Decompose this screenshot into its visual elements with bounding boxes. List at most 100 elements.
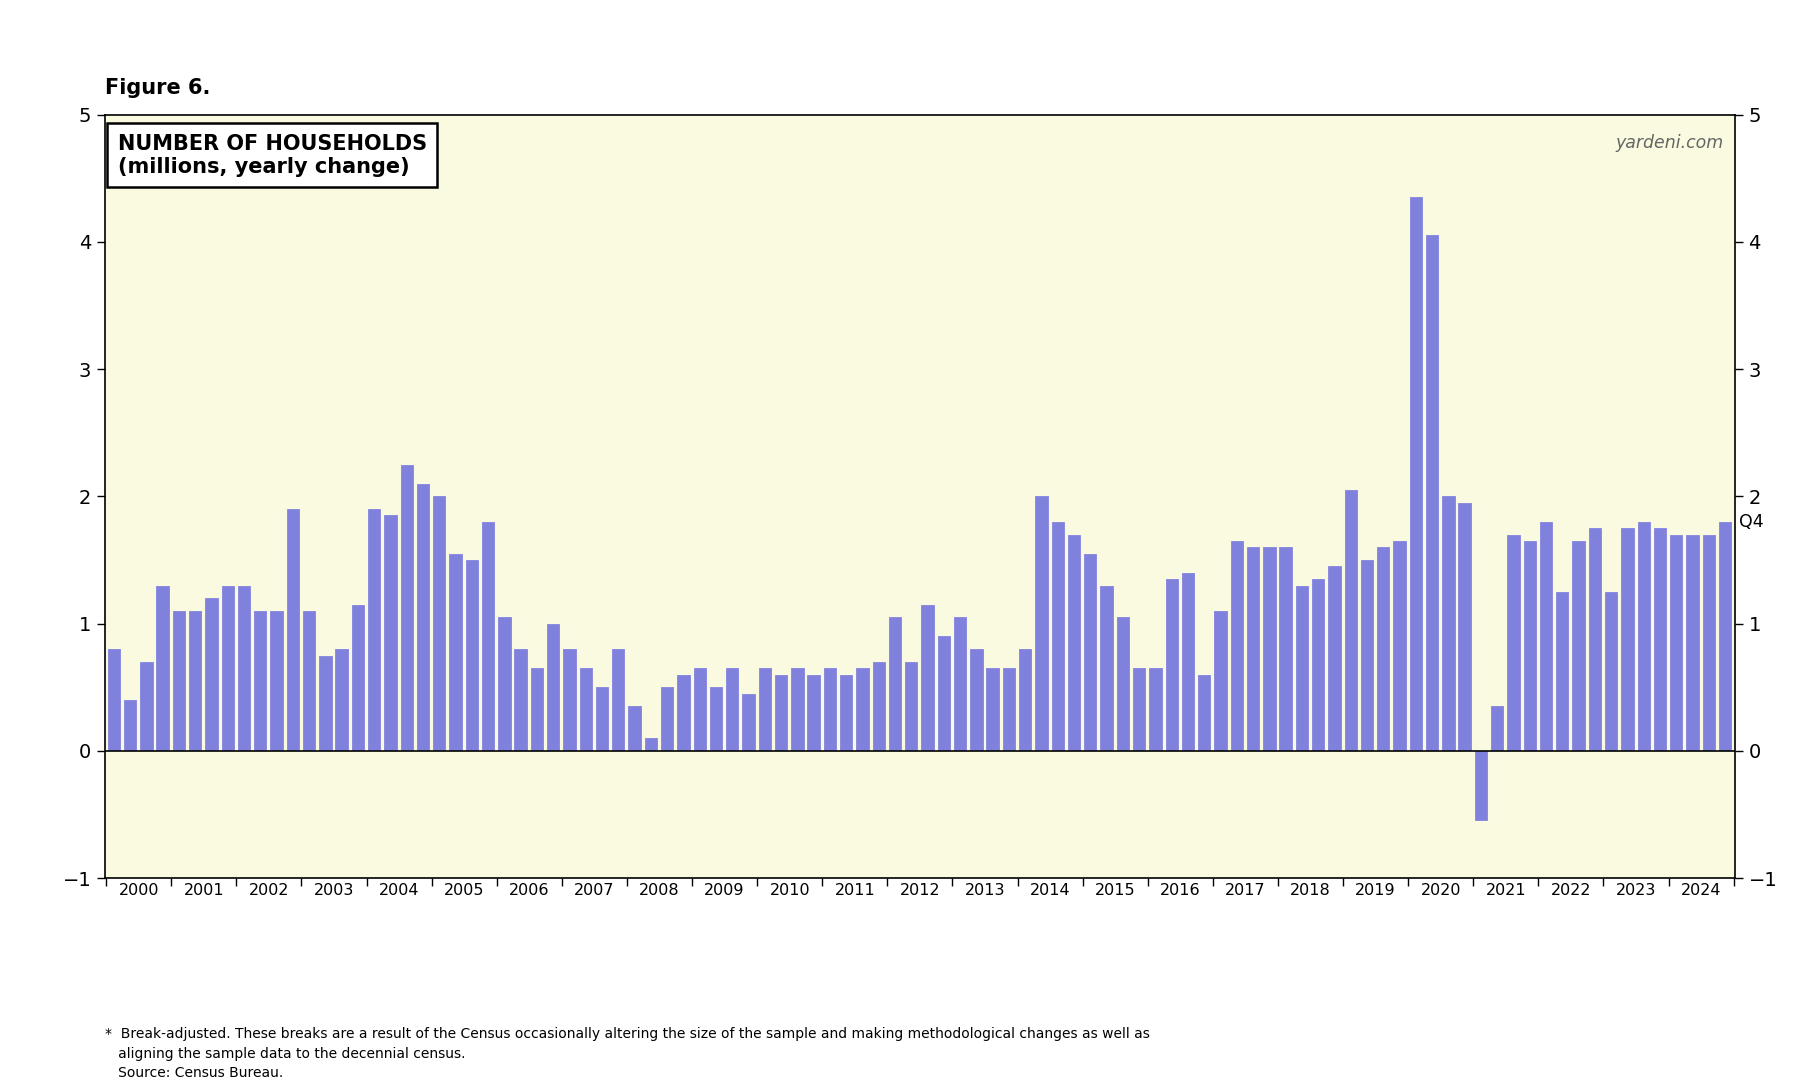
Bar <box>629 707 642 751</box>
Bar <box>969 649 984 751</box>
Bar <box>1654 528 1667 751</box>
Bar <box>1069 535 1081 751</box>
Bar <box>432 496 447 751</box>
Bar <box>1344 490 1359 751</box>
Text: yardeni.com: yardeni.com <box>1616 133 1725 152</box>
Bar <box>254 611 267 751</box>
Bar <box>465 560 479 751</box>
Bar <box>1085 554 1097 751</box>
Bar <box>1215 611 1227 751</box>
Bar <box>1328 566 1342 751</box>
Bar <box>1263 548 1276 751</box>
Text: Figure 6.: Figure 6. <box>105 79 209 98</box>
Bar <box>678 674 690 751</box>
Bar <box>1622 528 1634 751</box>
Text: *  Break-adjusted. These breaks are a result of the Census occasionally altering: * Break-adjusted. These breaks are a res… <box>105 1027 1150 1080</box>
Bar <box>1361 560 1375 751</box>
Bar <box>481 521 496 751</box>
Bar <box>791 668 804 751</box>
Bar <box>189 611 202 751</box>
Bar <box>937 636 951 751</box>
Bar <box>1166 579 1179 751</box>
Bar <box>400 465 414 751</box>
Bar <box>1541 521 1553 751</box>
Bar <box>416 483 431 751</box>
Text: NUMBER OF HOUSEHOLDS
(millions, yearly change): NUMBER OF HOUSEHOLDS (millions, yearly c… <box>117 133 427 177</box>
Bar <box>613 649 625 751</box>
Bar <box>1036 496 1049 751</box>
Bar <box>173 611 186 751</box>
Bar <box>1409 197 1424 751</box>
Bar <box>840 674 854 751</box>
Bar <box>759 668 771 751</box>
Bar <box>1458 503 1472 751</box>
Bar <box>580 668 593 751</box>
Bar <box>532 668 544 751</box>
Bar <box>1557 591 1570 751</box>
Bar <box>1117 618 1130 751</box>
Bar <box>1052 521 1065 751</box>
Bar <box>1523 541 1537 751</box>
Bar <box>921 604 935 751</box>
Bar <box>1002 668 1016 751</box>
Bar <box>1198 674 1211 751</box>
Bar <box>515 649 528 751</box>
Bar <box>1670 535 1683 751</box>
Bar <box>1442 496 1456 751</box>
Bar <box>1687 535 1699 751</box>
Bar <box>986 668 1000 751</box>
Bar <box>1638 521 1651 751</box>
Bar <box>368 509 382 751</box>
Bar <box>661 687 674 751</box>
Bar <box>1296 586 1308 751</box>
Bar <box>205 598 218 751</box>
Bar <box>1703 535 1716 751</box>
Text: Q4: Q4 <box>1739 513 1762 531</box>
Bar <box>905 662 919 751</box>
Bar <box>1425 236 1440 751</box>
Bar <box>384 516 398 751</box>
Bar <box>124 700 137 751</box>
Bar <box>1589 528 1602 751</box>
Bar <box>303 611 317 751</box>
Bar <box>1020 649 1033 751</box>
Bar <box>694 668 706 751</box>
Bar <box>1133 668 1146 751</box>
Bar <box>1573 541 1586 751</box>
Bar <box>856 668 870 751</box>
Bar <box>1606 591 1618 751</box>
Bar <box>497 618 512 751</box>
Bar <box>888 618 903 751</box>
Bar <box>1474 751 1488 820</box>
Bar <box>596 687 609 751</box>
Bar <box>449 554 463 751</box>
Bar <box>742 694 755 751</box>
Bar <box>726 668 739 751</box>
Bar <box>953 618 968 751</box>
Bar <box>807 674 820 751</box>
Bar <box>1101 586 1114 751</box>
Bar <box>319 656 333 751</box>
Bar <box>222 586 234 751</box>
Bar <box>710 687 723 751</box>
Bar <box>1182 573 1195 751</box>
Bar <box>1719 521 1732 751</box>
Bar <box>564 649 577 751</box>
Bar <box>1393 541 1407 751</box>
Bar <box>1247 548 1260 751</box>
Bar <box>141 662 153 751</box>
Bar <box>872 662 887 751</box>
Bar <box>1506 535 1521 751</box>
Bar <box>1150 668 1162 751</box>
Bar <box>270 611 283 751</box>
Bar <box>157 586 169 751</box>
Bar <box>645 739 658 751</box>
Bar <box>824 668 838 751</box>
Bar <box>1377 548 1391 751</box>
Bar <box>351 604 366 751</box>
Bar <box>775 674 787 751</box>
Bar <box>1231 541 1243 751</box>
Bar <box>1312 579 1324 751</box>
Bar <box>108 649 121 751</box>
Bar <box>238 586 250 751</box>
